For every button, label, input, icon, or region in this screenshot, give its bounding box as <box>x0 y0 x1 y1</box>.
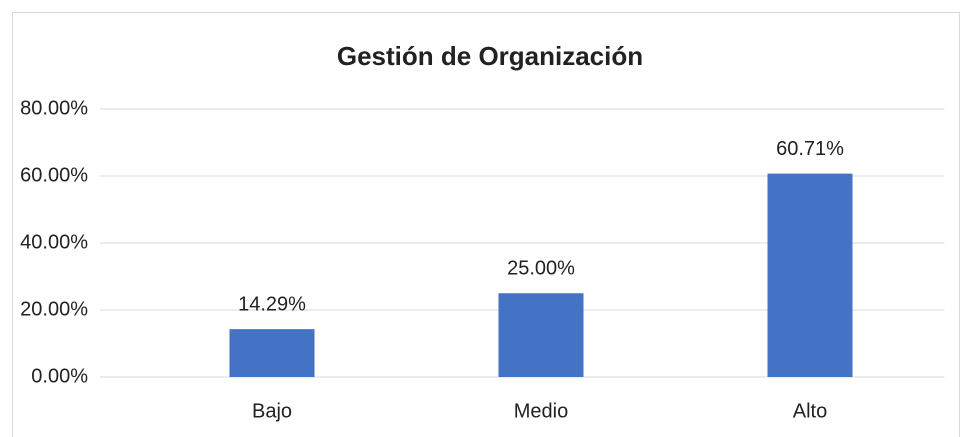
y-tick-label: 0.00% <box>31 365 88 387</box>
x-tick-label: Alto <box>793 400 827 422</box>
y-tick-label: 40.00% <box>20 231 88 253</box>
data-label: 25.00% <box>507 258 575 280</box>
chart-title: Gestión de Organización <box>337 41 643 71</box>
y-tick-label: 60.00% <box>20 164 88 186</box>
bar <box>767 173 853 377</box>
data-label: 14.29% <box>238 293 306 315</box>
bar <box>498 293 584 377</box>
y-tick-label: 20.00% <box>20 298 88 320</box>
data-label: 60.71% <box>776 138 844 160</box>
bar <box>229 329 315 377</box>
x-tick-label: Medio <box>514 400 568 422</box>
x-tick-label: Bajo <box>252 400 292 422</box>
y-tick-label: 80.00% <box>20 97 88 119</box>
